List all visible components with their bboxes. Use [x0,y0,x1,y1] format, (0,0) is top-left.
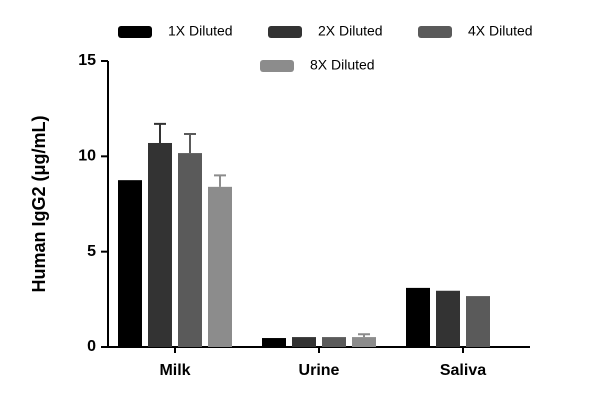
bar [118,180,142,347]
y-tick-label: 10 [78,148,96,165]
bar [208,186,232,347]
x-tick-label: Milk [159,362,190,379]
error-bar [184,133,196,154]
y-axis-title: Human IgG2 (μg/mL) [29,115,49,292]
legend-swatch [260,60,294,72]
bar [148,142,172,347]
y-tick-label: 0 [87,338,96,355]
legend-label: 8X Diluted [310,57,375,73]
bar [292,337,316,347]
legend-swatch [118,26,152,38]
bar [322,337,346,347]
bar [178,153,202,347]
bar [262,338,286,347]
bar [466,296,490,347]
bar [406,287,430,347]
error-bar [154,122,166,143]
legend-swatch [418,26,452,38]
legend-label: 2X Diluted [318,23,383,39]
y-tick-label: 15 [78,52,96,69]
x-tick-label: Urine [299,362,340,379]
legend-label: 4X Diluted [468,23,533,39]
error-bar [214,174,226,187]
bar [436,290,460,347]
legend-swatch [268,26,302,38]
error-bar [358,333,370,338]
y-tick-label: 5 [87,243,96,260]
x-tick-label: Saliva [440,362,486,379]
legend-label: 1X Diluted [168,23,233,39]
bar [352,337,376,347]
